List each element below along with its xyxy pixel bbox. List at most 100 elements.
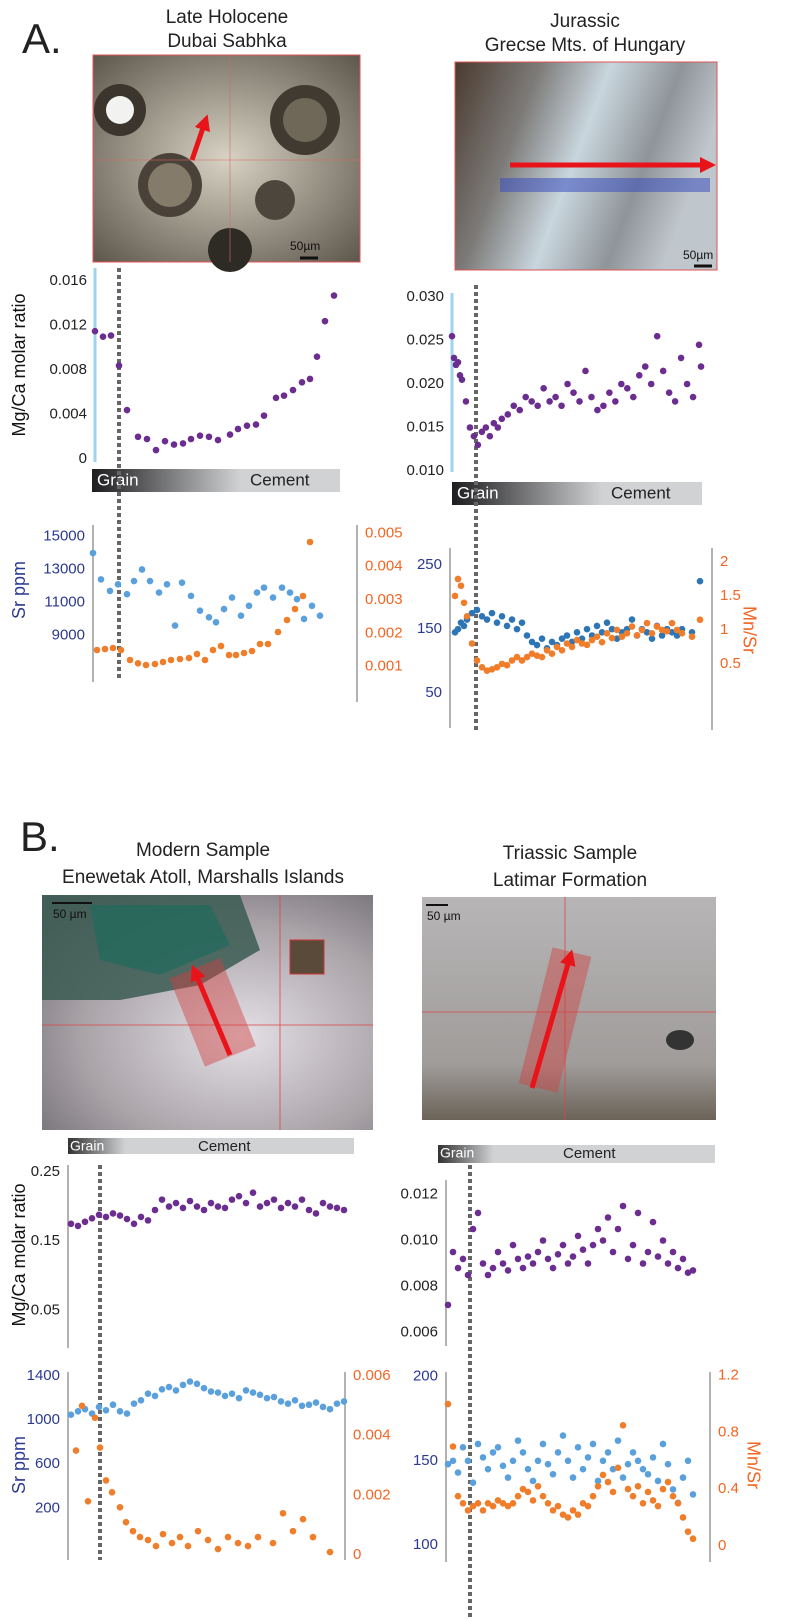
data-point <box>569 644 576 651</box>
data-point <box>235 426 242 433</box>
data-point <box>560 1432 567 1439</box>
data-point <box>280 1510 287 1517</box>
data-point <box>320 1200 327 1207</box>
data-point <box>480 1260 487 1267</box>
data-point <box>615 1465 622 1472</box>
data-point <box>530 1478 537 1485</box>
data-point <box>254 589 261 596</box>
data-point <box>525 1489 532 1496</box>
data-point <box>670 1486 677 1493</box>
data-point <box>292 606 299 613</box>
data-point <box>530 1260 537 1267</box>
data-point <box>509 616 516 623</box>
y-tick-label: 0 <box>79 450 87 467</box>
data-point <box>180 440 187 447</box>
data-point <box>314 353 321 360</box>
data-point <box>495 424 502 431</box>
data-point <box>655 1503 662 1510</box>
data-point <box>612 398 619 405</box>
data-point <box>455 1469 462 1476</box>
data-point <box>92 1414 99 1421</box>
data-point <box>243 1387 250 1394</box>
data-point <box>675 1500 682 1507</box>
data-point <box>195 1528 202 1535</box>
data-point <box>137 1534 144 1541</box>
data-point <box>123 1519 130 1526</box>
data-point <box>257 1392 264 1399</box>
data-point <box>208 1200 215 1207</box>
y-tick-label: 1400 <box>27 1367 60 1384</box>
data-point <box>588 394 595 401</box>
data-point <box>594 623 601 630</box>
data-point <box>654 333 661 340</box>
data-point <box>160 1531 167 1538</box>
data-point <box>555 1449 562 1456</box>
data-point <box>310 1534 317 1541</box>
data-point <box>545 1461 552 1468</box>
data-point <box>550 1471 557 1478</box>
y-tick-label: 0.025 <box>406 331 444 348</box>
data-point <box>156 589 163 596</box>
data-point <box>275 629 282 636</box>
data-point <box>135 433 142 440</box>
data-point <box>494 619 501 626</box>
data-point <box>600 1472 607 1479</box>
data-point <box>179 579 186 586</box>
data-point <box>610 1489 617 1496</box>
sample-title: Late Holocene <box>166 7 289 28</box>
data-point <box>463 398 470 405</box>
data-point <box>222 1393 229 1400</box>
y-tick-label: 600 <box>35 1455 60 1472</box>
data-point <box>510 402 517 409</box>
data-point <box>455 626 462 633</box>
data-point <box>534 402 541 409</box>
data-point <box>560 1242 567 1249</box>
data-point <box>73 1447 80 1454</box>
data-point <box>284 617 291 624</box>
data-point <box>685 1528 692 1535</box>
data-point <box>171 441 178 448</box>
data-point <box>177 656 184 663</box>
y-tick-label: 0.008 <box>49 361 87 378</box>
data-point <box>147 578 154 585</box>
data-point <box>540 1441 547 1448</box>
data-point <box>229 1196 236 1203</box>
data-point <box>585 1454 592 1461</box>
data-point <box>680 1514 687 1521</box>
zone-label: Cement <box>250 470 310 489</box>
data-point <box>205 1537 212 1544</box>
data-point <box>504 411 511 418</box>
data-point <box>605 1214 612 1221</box>
data-point <box>685 1457 692 1464</box>
data-point <box>614 627 621 634</box>
y-tick-label: 0.008 <box>400 1277 438 1294</box>
data-point <box>540 1237 547 1244</box>
data-point <box>159 1386 166 1393</box>
data-point <box>582 368 589 375</box>
data-point <box>322 318 329 325</box>
data-point <box>143 662 150 669</box>
data-point <box>550 1265 557 1272</box>
data-point <box>570 1507 577 1514</box>
data-point <box>186 655 193 662</box>
data-point <box>510 1500 517 1507</box>
data-point <box>236 1193 243 1200</box>
data-point <box>650 1219 657 1226</box>
data-point <box>331 292 338 299</box>
sample-title: Grecse Mts. of Hungary <box>485 35 686 56</box>
data-point <box>455 1493 462 1500</box>
data-point <box>98 576 105 583</box>
data-point <box>187 1198 194 1205</box>
data-point <box>187 1378 194 1385</box>
data-point <box>131 1400 138 1407</box>
data-point <box>144 436 151 443</box>
data-point <box>605 1449 612 1456</box>
y2-tick-label: 0.002 <box>365 624 403 641</box>
data-point <box>696 342 703 349</box>
data-point <box>221 606 228 613</box>
data-point <box>173 1387 180 1394</box>
data-point <box>455 576 462 583</box>
data-point <box>594 633 601 640</box>
data-point <box>580 1466 587 1473</box>
data-point <box>206 433 213 440</box>
